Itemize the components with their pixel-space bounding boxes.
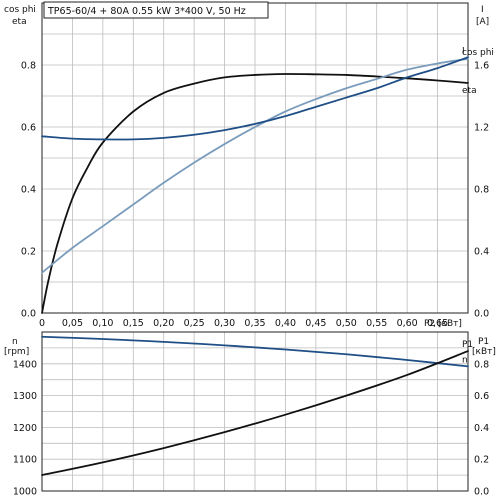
top-left-axis-label-1: cos phi [4,5,36,15]
top-right-axis-label-2: [A] [476,17,489,27]
bottom-left-tick-label: 1400 [13,359,37,370]
top-left-tick-label: 0.2 [21,247,36,258]
x-tick-label: 0,35 [244,318,265,329]
bottom-p1-label: P1 [462,340,473,350]
bottom-n-curve [41,335,469,368]
x-tick-label: 0,50 [336,318,357,329]
top-right-tick-label: 0.8 [474,185,489,196]
x-tick-label: 0,60 [397,318,418,329]
top-left-tick-label: 0.4 [21,185,36,196]
series-layer [41,56,469,476]
x-tick-label: 0,55 [366,318,387,329]
x-unit-label: P2 [кВт] [424,319,462,329]
top-eta-curve [41,73,469,314]
top-eta-label: eta [462,86,477,96]
x-tick-label: 0,20 [153,318,174,329]
bottom-plot-frame [41,331,469,492]
bottom-n-label: n [462,355,468,365]
top-left-tick-label: 0.8 [21,61,36,72]
bottom-left-axis-label-2: [rpm] [4,347,29,357]
top-right-tick-label: 1.2 [474,123,489,134]
x-tick-label: 0,40 [275,318,296,329]
x-tick-label: 0,05 [62,318,83,329]
bottom-right-tick-label: 0.0 [474,487,489,498]
x-tick-label: 0,65 [427,318,448,329]
bottom-right-tick-label: 0.8 [474,359,489,370]
top-i-label: I [462,46,465,56]
bottom-left-tick-label: 1100 [13,455,37,466]
top-left-tick-label: 0.0 [21,309,36,320]
top-left-axis-label-2: eta [12,17,27,27]
bottom-right-tick-label: 0.2 [474,455,489,466]
bottom-right-tick-label: 0.6 [474,391,489,402]
bottom-right-tick-label: 0.4 [474,423,489,434]
bottom-left-tick-label: 1300 [13,391,37,402]
x-tick-label: 0,15 [123,318,144,329]
bottom-left-tick-label: 1200 [13,423,37,434]
bottom-right-axis-label-1: P1 [478,337,489,347]
top-cos-phi-label: cos phi [462,48,494,58]
top-right-tick-label: 0.0 [474,309,489,320]
x-tick-label: 0,30 [214,318,235,329]
grid-layer [41,3,469,491]
top-left-tick-label: 0.6 [21,123,36,134]
top-right-tick-label: 1.6 [474,61,489,72]
x-tick-label: 0,45 [305,318,326,329]
bottom-left-axis-label-1: n [12,337,18,347]
top-cos-phi-curve [41,57,469,274]
chart-title: TP65-60/4 + 80A 0.55 kW 3*400 V, 50 Hz [47,6,246,17]
bottom-right-axis-label-2: [кВт] [472,347,496,357]
x-tick-label: 0,10 [92,318,113,329]
bottom-p1-curve [41,350,469,476]
text-layer: 0 0,05 0,10 0,15 0,20 0,25 0,30 0,35 0,40 0,45 0,5… [13,46,494,497]
x-tick-label: 0 [39,318,45,329]
top-i-curve [41,56,469,141]
top-right-axis-label-1: I [481,5,484,15]
x-tick-label: 0,25 [184,318,205,329]
bottom-left-tick-label: 1000 [13,487,37,498]
top-right-tick-label: 0.4 [474,247,489,258]
title-box [43,1,269,19]
